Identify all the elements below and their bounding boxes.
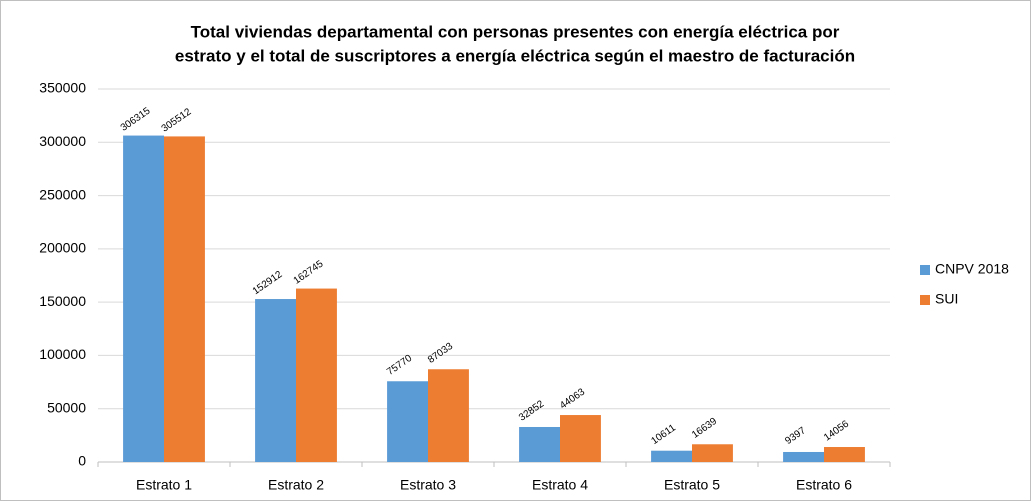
y-tick-label: 350000 <box>39 80 86 96</box>
bar <box>519 426 560 462</box>
bar <box>123 135 164 462</box>
x-tick-label: Estrato 3 <box>400 477 456 493</box>
y-tick-label: 100000 <box>39 346 86 362</box>
bar <box>783 451 824 462</box>
chart-title: Total viviendas departamental con person… <box>191 22 840 41</box>
x-tick-label: Estrato 1 <box>136 477 192 493</box>
bar <box>164 136 205 462</box>
bar <box>651 450 692 462</box>
y-tick-label: 300000 <box>39 133 86 149</box>
x-tick-label: Estrato 2 <box>268 477 324 493</box>
y-tick-label: 0 <box>78 453 86 469</box>
y-tick-label: 150000 <box>39 293 86 309</box>
legend-swatch <box>920 265 930 275</box>
bar <box>692 444 733 462</box>
y-tick-label: 200000 <box>39 240 86 256</box>
x-tick-label: Estrato 6 <box>796 477 852 493</box>
x-tick-label: Estrato 4 <box>532 477 588 493</box>
x-tick-label: Estrato 5 <box>664 477 720 493</box>
legend-swatch <box>920 295 930 305</box>
bar <box>387 381 428 462</box>
y-tick-label: 50000 <box>47 399 86 415</box>
bar <box>255 299 296 462</box>
bar <box>428 369 469 462</box>
legend-label: SUI <box>935 291 958 307</box>
bar <box>824 447 865 462</box>
bar <box>296 288 337 462</box>
bar <box>560 415 601 462</box>
y-tick-label: 250000 <box>39 186 86 202</box>
legend-label: CNPV 2018 <box>935 261 1009 277</box>
chart-title: estrato y el total de suscriptores a ene… <box>175 46 855 65</box>
